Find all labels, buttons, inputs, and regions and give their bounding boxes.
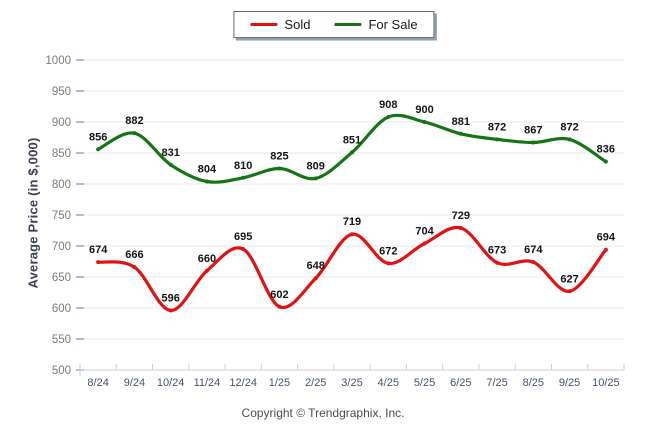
data-label: 596 [161, 292, 179, 304]
data-point-marker [386, 261, 391, 266]
y-tick-label: 950 [52, 86, 71, 98]
y-tick-label: 900 [52, 117, 71, 129]
data-point-marker [96, 260, 101, 265]
y-tick-label: 700 [52, 241, 71, 253]
x-tick-label: 8/25 [523, 377, 544, 389]
x-tick-label: 10/24 [157, 377, 185, 389]
x-tick-label: 7/25 [486, 377, 507, 389]
data-point-marker [132, 265, 137, 270]
data-point-marker [277, 304, 282, 309]
data-point-marker [204, 268, 209, 273]
data-label: 825 [270, 151, 288, 163]
data-point-marker [313, 276, 318, 281]
data-point-marker [350, 150, 354, 155]
data-label: 673 [488, 245, 506, 257]
data-label: 666 [125, 249, 143, 261]
data-label: 602 [270, 289, 288, 301]
data-label: 627 [560, 273, 578, 285]
x-tick-label: 10/25 [592, 377, 620, 389]
data-label: 694 [597, 232, 616, 244]
x-tick-label: 12/24 [229, 377, 257, 389]
data-label: 908 [379, 99, 397, 111]
data-point-marker [603, 247, 608, 252]
data-label: 704 [415, 226, 434, 238]
y-tick-label: 850 [52, 148, 71, 160]
data-label: 809 [307, 160, 325, 172]
data-point-marker [241, 247, 246, 252]
data-label: 867 [524, 124, 542, 136]
data-point-marker [204, 179, 209, 184]
data-point-marker [567, 137, 572, 142]
for-sale-line-swatch-icon [334, 23, 362, 26]
data-label: 719 [343, 216, 361, 228]
y-tick-label: 500 [52, 365, 71, 377]
data-label: 872 [488, 121, 506, 133]
x-tick-label: 9/25 [559, 377, 580, 389]
data-point-marker [531, 260, 536, 265]
x-tick-label: 11/24 [194, 377, 221, 389]
data-point-marker [386, 115, 391, 120]
x-tick-label: 5/25 [414, 377, 435, 389]
data-point-marker [350, 232, 354, 237]
x-tick-label: 2/25 [305, 377, 326, 389]
data-point-marker [313, 176, 318, 181]
data-label: 881 [452, 116, 470, 128]
data-point-marker [96, 147, 101, 152]
data-label: 729 [452, 210, 470, 222]
data-point-marker [603, 159, 608, 164]
data-label: 674 [524, 244, 543, 256]
y-tick-label: 600 [52, 303, 71, 315]
data-point-marker [277, 166, 282, 171]
data-point-marker [458, 226, 463, 231]
x-tick-label: 9/24 [124, 377, 145, 389]
data-point-marker [422, 120, 427, 124]
data-point-marker [132, 131, 137, 136]
y-tick-label: 550 [52, 334, 71, 346]
data-point-marker [458, 131, 463, 136]
data-label: 856 [89, 131, 107, 143]
chart-legend: Sold For Sale [233, 11, 435, 38]
data-label: 695 [234, 231, 252, 243]
y-tick-label: 800 [52, 179, 71, 191]
data-point-marker [168, 308, 173, 313]
x-tick-label: 3/25 [341, 377, 362, 389]
legend-item-sold: Sold [250, 17, 310, 32]
x-tick-label: 4/25 [378, 377, 399, 389]
data-label: 672 [379, 245, 397, 257]
y-tick-label: 650 [52, 272, 71, 284]
data-label: 648 [307, 260, 325, 272]
data-point-marker [168, 162, 173, 167]
x-tick-label: 8/24 [87, 377, 108, 389]
y-tick-label: 1000 [45, 55, 71, 67]
data-label: 882 [125, 115, 143, 127]
data-label: 831 [161, 147, 179, 159]
data-label: 836 [597, 144, 615, 156]
data-point-marker [567, 289, 572, 294]
data-label: 851 [343, 134, 361, 146]
data-point-marker [241, 175, 246, 180]
y-tick-label: 750 [52, 210, 71, 222]
data-label: 674 [89, 244, 108, 256]
x-tick-label: 1/25 [269, 377, 290, 389]
sold-line-swatch-icon [250, 23, 278, 26]
data-label: 660 [198, 253, 216, 265]
copyright-text: Copyright © Trendgraphix, Inc. [241, 406, 405, 420]
data-label: 810 [234, 160, 252, 172]
data-point-marker [531, 140, 536, 145]
data-point-marker [422, 241, 427, 246]
data-label: 804 [198, 164, 217, 176]
legend-item-for-sale: For Sale [334, 17, 418, 32]
legend-label-sold: Sold [284, 17, 311, 32]
x-tick-label: 6/25 [450, 377, 471, 389]
legend-label-for-sale: For Sale [368, 17, 418, 32]
data-point-marker [495, 137, 500, 142]
data-point-marker [495, 260, 500, 265]
data-label: 872 [560, 121, 578, 133]
data-label: 900 [415, 104, 433, 116]
